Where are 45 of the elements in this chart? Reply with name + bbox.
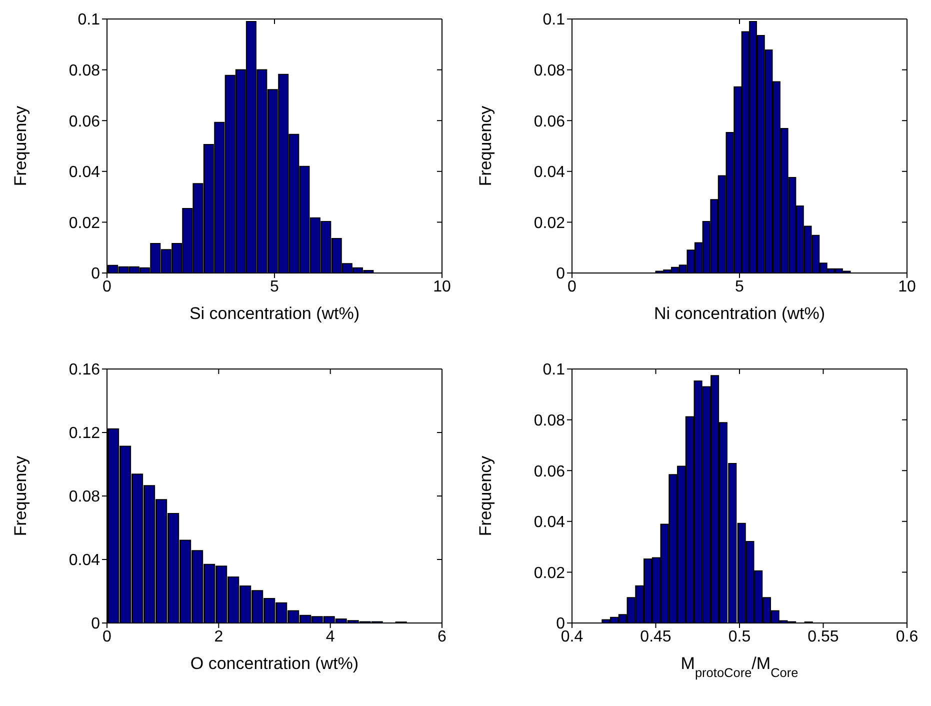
x-tick-label: 6	[438, 628, 447, 646]
y-tick-label: 0.08	[68, 62, 100, 80]
y-tick-label: 0.08	[534, 62, 566, 80]
y-tick-label: 0.16	[68, 362, 100, 379]
y-axis-title: Frequency	[11, 105, 30, 186]
y-tick-label: 0	[91, 266, 100, 283]
y-tick-label: 0.12	[68, 425, 100, 442]
y-tick-label: 0.04	[68, 552, 100, 570]
y-tick-label: 0	[91, 616, 100, 633]
y-axis-title: Frequency	[476, 455, 496, 536]
y-axis-title: Frequency	[11, 455, 30, 536]
x-tick-label: 0	[102, 278, 112, 296]
x-tick-label: 0	[102, 628, 112, 646]
x-tick-label: 0.4	[560, 628, 584, 646]
y-tick-label: 0.08	[68, 488, 100, 506]
y-tick-label: 0.02	[534, 214, 566, 232]
x-tick-label: 10	[898, 278, 916, 296]
y-tick-label: 0.04	[534, 164, 566, 182]
x-tick-label: 5	[270, 278, 280, 296]
y-tick-label: 0	[556, 266, 566, 283]
y-tick-label: 0.1	[542, 12, 566, 29]
x-axis-title: Si concentration (wt%)	[189, 304, 360, 323]
y-tick-label: 0.06	[534, 113, 566, 130]
x-tick-label: 0.55	[808, 628, 839, 646]
x-axis-title: Ni concentration (wt%)	[654, 304, 826, 323]
x-tick-label: 0.45	[640, 628, 672, 646]
x-axis-title: M$_{protoCore}$/M$_{Core}$	[680, 654, 798, 680]
x-tick-label: 5	[735, 278, 744, 296]
x-tick-label: 0	[568, 278, 577, 296]
x-tick-label: 0.6	[896, 628, 918, 646]
x-tick-label: 0.5	[728, 628, 751, 646]
x-tick-label: 4	[326, 628, 335, 646]
y-tick-label: 0.04	[534, 514, 566, 532]
y-tick-label: 0.08	[534, 412, 566, 430]
y-tick-label: 0.06	[534, 463, 566, 480]
y-axis-title: Frequency	[476, 105, 496, 186]
x-tick-label: 2	[214, 628, 224, 646]
y-tick-label: 0.04	[68, 164, 100, 182]
y-tick-label: 0.06	[68, 113, 100, 130]
y-tick-label: 0.1	[78, 12, 100, 29]
x-axis-title: O concentration (wt%)	[190, 654, 359, 673]
y-tick-label: 0.1	[542, 362, 566, 379]
y-tick-label: 0.02	[534, 564, 566, 582]
x-tick-label: 10	[433, 278, 451, 296]
y-tick-label: 0.02	[68, 214, 100, 232]
